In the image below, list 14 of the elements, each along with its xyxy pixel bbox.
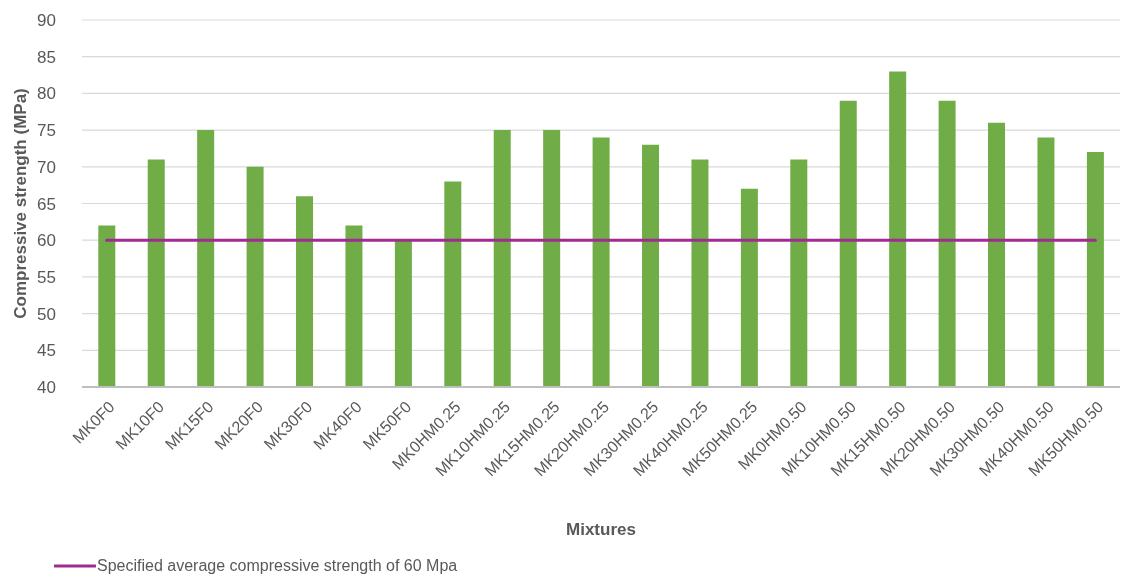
y-tick-label: 75 xyxy=(37,121,56,141)
y-tick-label: 85 xyxy=(37,47,56,67)
y-tick-label: 50 xyxy=(37,304,56,324)
y-tick-label: 60 xyxy=(37,231,56,251)
y-tick-label: 70 xyxy=(37,157,56,177)
y-tick-label: 55 xyxy=(37,267,56,287)
y-tick-label: 40 xyxy=(37,378,56,398)
y-tick-label: 80 xyxy=(37,84,56,104)
legend-label: Specified average compressive strength of 60 Mpa xyxy=(97,557,458,575)
y-tick-label: 65 xyxy=(37,194,56,214)
x-axis-title: Mixtures xyxy=(566,519,636,539)
y-tick-label: 90 xyxy=(37,11,56,31)
y-axis-title: Compressive strength (MPa) xyxy=(10,88,30,319)
y-tick-label: 45 xyxy=(37,341,56,361)
